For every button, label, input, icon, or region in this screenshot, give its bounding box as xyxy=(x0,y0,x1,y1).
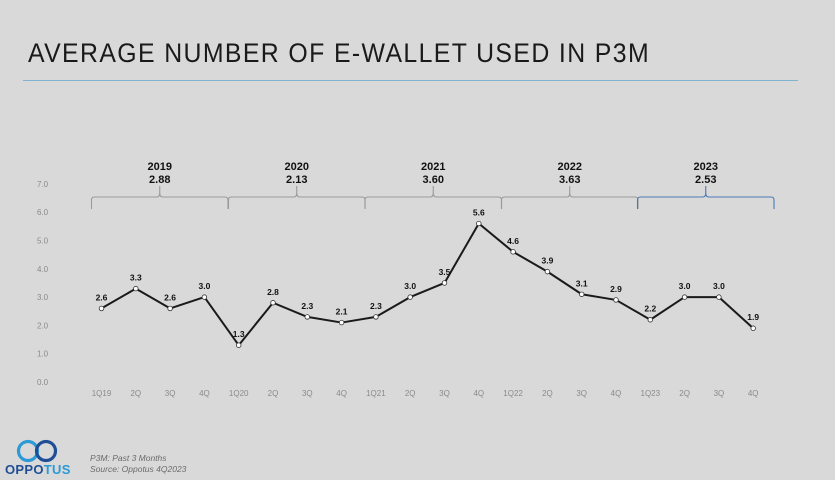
data-label: 2.1 xyxy=(336,307,348,317)
x-tick-label: 1Q20 xyxy=(229,389,249,398)
x-tick-label: 4Q xyxy=(748,389,759,398)
title-divider xyxy=(23,80,798,81)
data-label: 5.6 xyxy=(473,208,485,218)
year-average: 3.63 xyxy=(559,174,580,186)
data-label: 3.0 xyxy=(404,281,416,291)
data-point xyxy=(613,297,619,303)
year-average: 3.60 xyxy=(423,174,444,186)
data-point xyxy=(407,294,413,300)
data-point xyxy=(716,294,722,300)
x-tick-label: 4Q xyxy=(473,389,484,398)
y-tick-label: 0.0 xyxy=(37,378,49,387)
data-label: 1.9 xyxy=(747,312,759,322)
x-tick-label: 2Q xyxy=(679,389,690,398)
data-label: 3.3 xyxy=(130,273,142,283)
data-point xyxy=(270,300,276,306)
data-label: 2.2 xyxy=(644,304,656,314)
y-tick-label: 3.0 xyxy=(37,293,49,302)
data-label: 3.0 xyxy=(198,281,210,291)
footnote-definition: P3M: Past 3 Months xyxy=(90,453,167,463)
data-point xyxy=(338,319,345,326)
year-label: 2021 xyxy=(421,161,445,173)
data-label: 3.5 xyxy=(439,267,451,277)
data-point xyxy=(235,342,242,348)
x-tick-label: 2Q xyxy=(268,389,279,398)
oppotus-logo: OPPOTUS xyxy=(5,462,71,477)
data-point xyxy=(510,249,516,255)
x-tick-label: 1Q22 xyxy=(503,389,523,398)
infinity-rings-icon xyxy=(16,439,58,463)
y-tick-label: 2.0 xyxy=(37,321,49,330)
year-bracket xyxy=(90,186,229,209)
year-label: 2023 xyxy=(694,161,718,173)
logo-text-part1: OPPO xyxy=(5,462,44,477)
year-average: 2.88 xyxy=(149,174,170,186)
data-point xyxy=(647,317,653,323)
logo-text-part2: TUS xyxy=(43,462,71,477)
year-bracket xyxy=(636,186,775,209)
data-label: 3.1 xyxy=(576,278,588,288)
x-tick-label: 1Q19 xyxy=(92,389,112,398)
data-point xyxy=(98,305,105,312)
x-tick-label: 3Q xyxy=(165,389,176,398)
year-label: 2020 xyxy=(285,161,309,173)
x-tick-label: 2Q xyxy=(405,389,416,398)
data-point xyxy=(750,325,756,331)
data-point xyxy=(544,268,551,275)
data-label: 3.0 xyxy=(713,281,725,291)
data-label: 2.3 xyxy=(370,301,382,311)
x-tick-label: 3Q xyxy=(714,389,725,398)
x-tick-label: 3Q xyxy=(439,389,450,398)
data-point xyxy=(681,294,688,300)
y-tick-label: 6.0 xyxy=(37,208,49,217)
data-label: 2.6 xyxy=(96,292,108,302)
year-average: 2.13 xyxy=(286,174,307,186)
year-bracket xyxy=(227,186,366,209)
x-tick-label: 2Q xyxy=(542,389,553,398)
x-tick-label: 1Q21 xyxy=(366,389,386,398)
year-bracket xyxy=(364,186,503,209)
data-label: 2.6 xyxy=(164,292,176,302)
footnote-source: Source: Oppotus 4Q2023 xyxy=(90,464,187,474)
slide-title: AVERAGE NUMBER OF E-WALLET USED IN P3M xyxy=(28,38,651,68)
year-bracket xyxy=(500,186,639,209)
data-point xyxy=(373,314,379,320)
data-point xyxy=(579,291,585,297)
data-point xyxy=(441,280,448,286)
x-tick-label: 4Q xyxy=(336,389,347,398)
data-label: 4.6 xyxy=(507,236,519,246)
x-tick-label: 4Q xyxy=(611,389,622,398)
year-average: 2.53 xyxy=(695,174,716,186)
x-tick-label: 3Q xyxy=(302,389,313,398)
data-point xyxy=(304,314,310,320)
data-label: 3.9 xyxy=(541,256,553,266)
year-label: 2019 xyxy=(148,161,172,173)
y-tick-label: 1.0 xyxy=(37,350,49,359)
year-label: 2022 xyxy=(558,161,582,173)
data-label: 2.9 xyxy=(610,284,622,294)
x-tick-label: 1Q23 xyxy=(641,389,661,398)
data-label: 1.3 xyxy=(233,329,245,339)
data-label: 3.0 xyxy=(679,281,691,291)
y-tick-label: 7.0 xyxy=(37,180,49,189)
data-point xyxy=(133,285,139,292)
data-line xyxy=(100,222,754,347)
x-tick-label: 2Q xyxy=(130,389,141,398)
x-tick-label: 4Q xyxy=(199,389,210,398)
data-point xyxy=(476,220,482,227)
data-point xyxy=(167,305,173,312)
x-tick-label: 3Q xyxy=(576,389,587,398)
y-tick-label: 4.0 xyxy=(37,265,49,274)
data-point xyxy=(201,294,208,300)
data-label: 2.3 xyxy=(301,301,313,311)
line-chart: 0.0 1.0 2.0 3.0 4.0 5.0 6.0 7.0 1Q19 2Q 3Q 4Q 1Q20 2Q… xyxy=(37,161,775,398)
data-label: 2.8 xyxy=(267,287,279,297)
y-tick-label: 5.0 xyxy=(37,237,49,246)
